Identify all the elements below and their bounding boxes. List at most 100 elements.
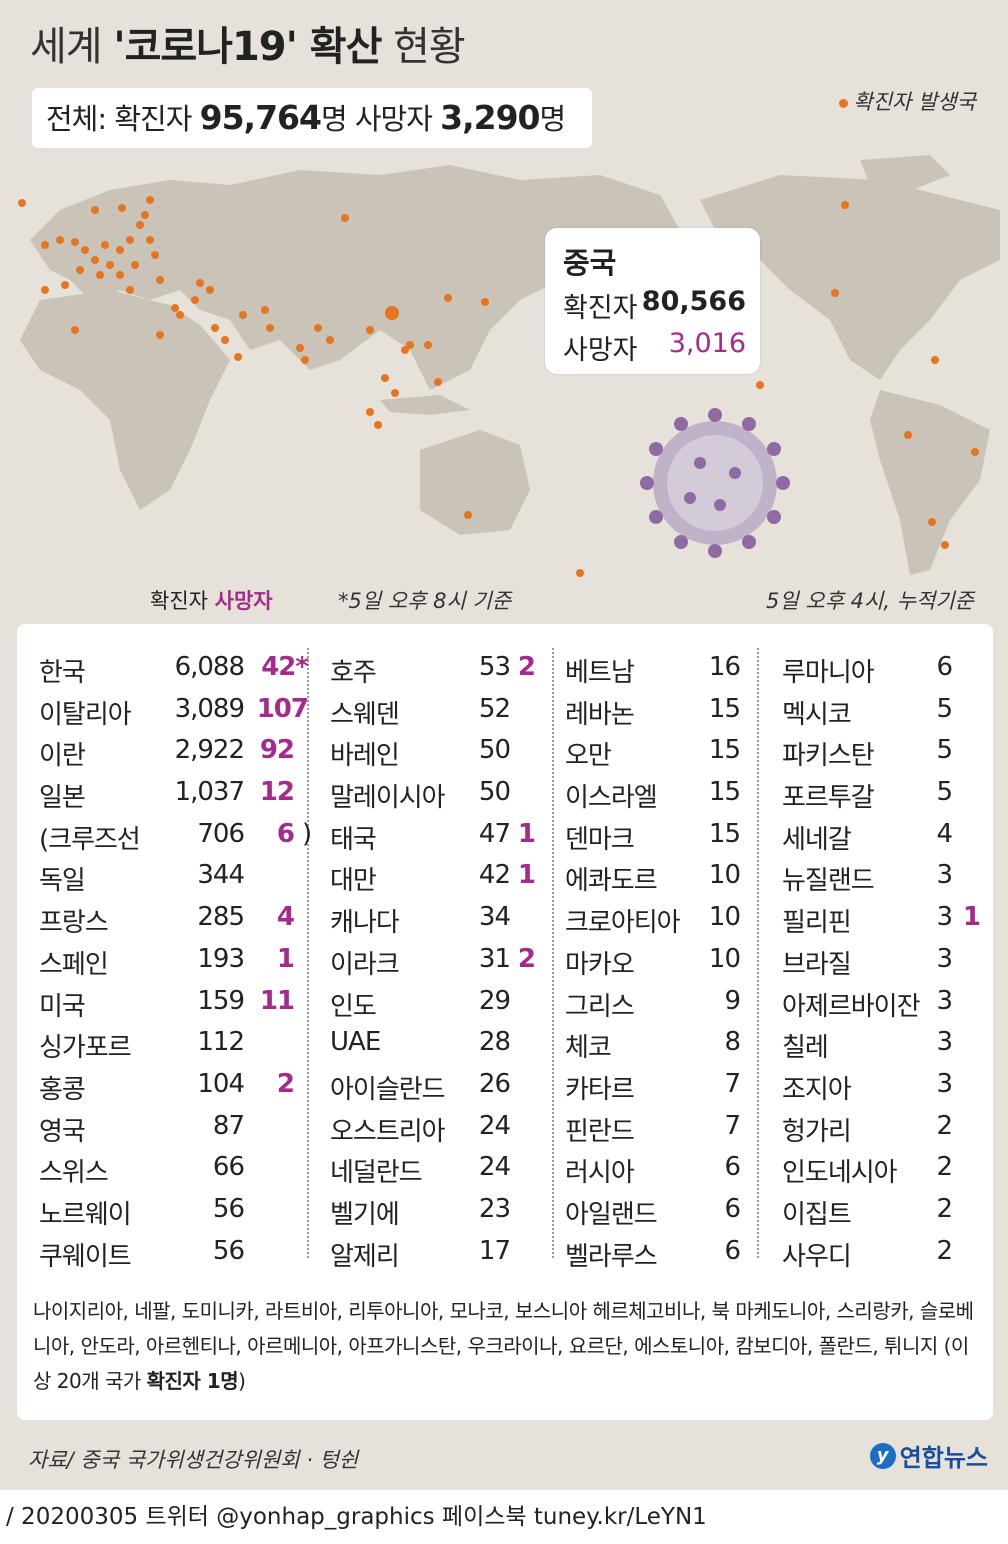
confirmed-count: 87 [212, 1110, 245, 1141]
virus-illustration [640, 408, 790, 558]
country-name: 파키스탄 [782, 741, 875, 772]
country-name: 체코 [565, 1033, 612, 1064]
confirmed-count: 3 [936, 1027, 953, 1058]
country-name: 호주 [330, 658, 377, 688]
china-confirmed-row: 확진자 80,566 [563, 286, 746, 324]
country-name: 크로아티아 [565, 908, 681, 939]
country-name: 루마니아 [782, 658, 875, 688]
confirmed-count: 3 [936, 985, 953, 1016]
confirmed-count: 15 [708, 693, 741, 724]
china-marker [385, 306, 399, 320]
country-name: 세네갈 [782, 824, 852, 855]
close-paren: ) [302, 818, 312, 849]
country-name: 그리스 [565, 991, 635, 1022]
country-name: 스웨덴 [330, 699, 400, 730]
confirmed-count: 9 [724, 985, 741, 1016]
confirmed-count: 104 [197, 1068, 245, 1099]
country-name: 베트남 [565, 658, 635, 688]
divider [552, 648, 554, 1258]
country-name: 이탈리아 [39, 699, 132, 730]
confirmed-count: 10 [708, 943, 741, 974]
confirmed-count: 31 [478, 943, 511, 974]
country-name: 벨기에 [330, 1199, 400, 1230]
summary-label: 전체: [46, 102, 107, 136]
landmass-indonesia [380, 395, 470, 415]
country-name: 오만 [565, 741, 612, 772]
summary-deaths: 3,290 [440, 98, 540, 137]
country-name: 독일 [39, 866, 86, 897]
confirmed-count: 6 [724, 1152, 741, 1183]
confirmed-count: 3 [936, 943, 953, 974]
china-name: 중국 [563, 246, 617, 280]
continent-south-america [870, 390, 990, 575]
confirmed-count: 5 [936, 693, 953, 724]
death-count: 1 [517, 860, 536, 891]
total-summary: 전체: 확진자 95,764명 사망자 3,290명 [32, 88, 592, 148]
confirmed-count: 285 [197, 902, 245, 933]
confirmed-count: 29 [478, 985, 511, 1016]
confirmed-count: 5 [936, 777, 953, 808]
country-table: 한국 6,088 42* 이탈리아 3,089 107 이란 2,922 92 일본 1,037 12… [17, 624, 993, 1420]
confirmed-count: 66 [212, 1152, 245, 1183]
confirmed-count: 3 [936, 902, 953, 933]
confirmed-count: 15 [708, 735, 741, 766]
confirmed-count: 3 [936, 860, 953, 891]
country-name: 뉴질랜드 [782, 866, 875, 897]
country-name: 브라질 [782, 949, 852, 980]
cumulative-note: 5일 오후 4시, 누적기준 [766, 589, 974, 613]
confirmed-count: 193 [197, 943, 245, 974]
confirmed-count: 50 [478, 735, 511, 766]
confirmed-count: 34 [478, 902, 511, 933]
country-name: 필리핀 [782, 908, 852, 939]
confirmed-count: 15 [708, 818, 741, 849]
confirmed-count: 4 [936, 818, 953, 849]
country-name: 핀란드 [565, 1116, 635, 1147]
death-count: 107 [256, 693, 309, 724]
map-legend: 확진자 발생국 [839, 86, 976, 116]
country-name: 에콰도르 [565, 866, 658, 897]
orange-dot-icon [839, 98, 849, 108]
country-name: 조지아 [782, 1074, 852, 1105]
country-name: 이란 [39, 741, 86, 772]
confirmed-count: 6 [724, 1235, 741, 1266]
confirmed-count: 10 [708, 902, 741, 933]
summary-confirmed: 95,764 [199, 98, 322, 137]
country-name: 노르웨이 [39, 1199, 132, 1230]
country-name: 대만 [330, 866, 377, 897]
continent-africa [20, 290, 230, 510]
country-name: (크루즈선 [39, 824, 141, 855]
death-count: 2 [276, 1068, 295, 1099]
country-name: 홍콩 [39, 1074, 86, 1105]
column-labels: 확진자 사망자 [150, 589, 273, 613]
world-map [18, 155, 1000, 577]
country-name: 인도 [330, 991, 377, 1022]
china-callout: 중국 확진자 80,566 사망자 3,016 [545, 228, 760, 374]
confirmed-count: 2 [936, 1235, 953, 1266]
confirmed-count: 344 [197, 860, 245, 891]
continent-eurasia [30, 165, 680, 390]
country-name: 러시아 [565, 1158, 635, 1189]
summary-confirmed-label: 확진자 [114, 102, 192, 136]
confirmed-count: 53 [478, 652, 511, 682]
china-deaths: 3,016 [668, 328, 746, 359]
confirmed-count: 706 [197, 818, 245, 849]
country-name: 태국 [330, 824, 377, 855]
china-deaths-row: 사망자 3,016 [563, 328, 746, 366]
confirmed-count: 5 [936, 735, 953, 766]
china-confirmed: 80,566 [641, 286, 746, 317]
footer-bar: / 20200305 트위터 @yonhap_graphics 페이스북 tun… [0, 1490, 1008, 1544]
country-name: 캐나다 [330, 908, 400, 939]
country-name: 일본 [39, 783, 86, 814]
continent-australia [420, 430, 530, 535]
confirmed-count: 42 [478, 860, 511, 891]
death-count: 2 [517, 943, 536, 974]
confirmed-count: 2 [936, 1110, 953, 1141]
country-name: 이집트 [782, 1199, 852, 1230]
confirmed-count: 24 [478, 1152, 511, 1183]
confirmed-count: 17 [478, 1235, 511, 1266]
country-name: 이라크 [330, 949, 400, 980]
country-name: 프랑스 [39, 908, 109, 939]
country-name: 이스라엘 [565, 783, 658, 814]
confirmed-count: 2 [936, 1152, 953, 1183]
death-count: 92 [259, 735, 295, 766]
